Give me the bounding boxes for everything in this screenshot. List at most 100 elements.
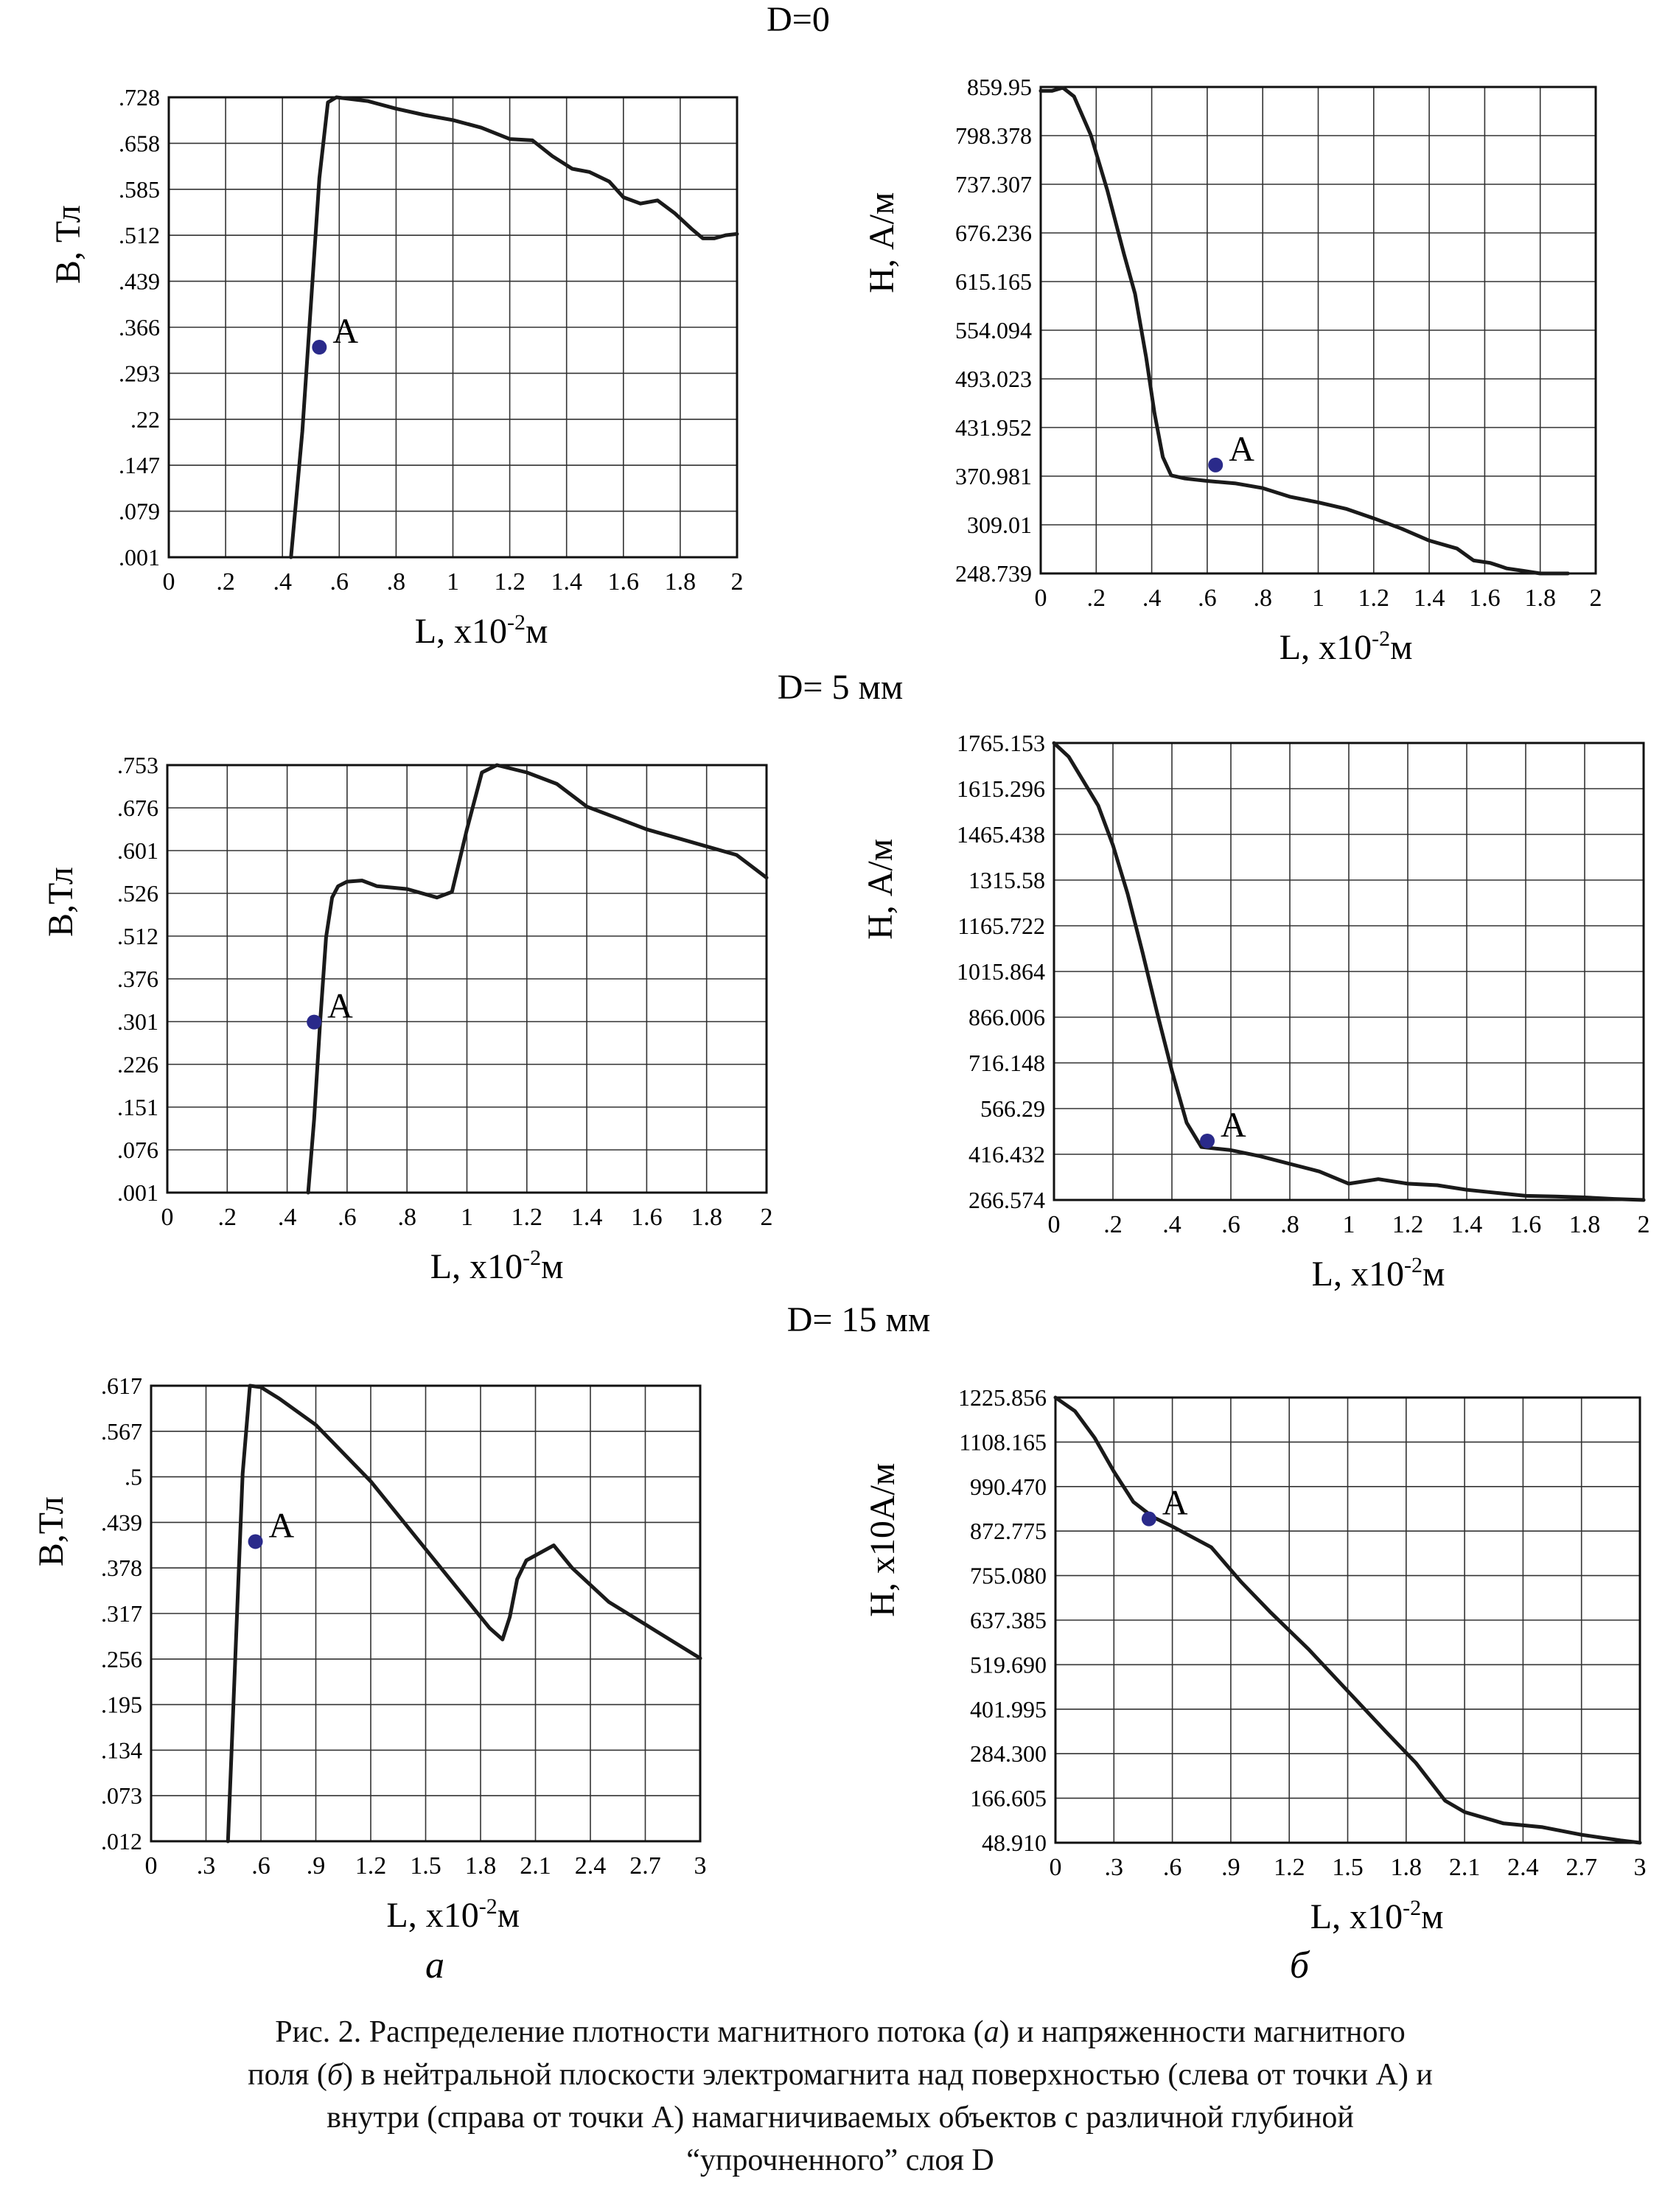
plot-frame bbox=[1054, 1396, 1641, 1844]
y-tick-label: 859.95 bbox=[967, 74, 1032, 100]
plot-frame bbox=[150, 1384, 702, 1843]
y-tick-label: 566.29 bbox=[980, 1095, 1045, 1122]
point-a-label: A bbox=[332, 312, 358, 351]
y-tick-label: .001 bbox=[119, 544, 160, 571]
x-tick-label: 1 bbox=[461, 1204, 473, 1231]
y-tick-label: 519.690 bbox=[970, 1651, 1047, 1678]
x-tick-label: 2.7 bbox=[1565, 1854, 1597, 1881]
x-tick-label: 2 bbox=[1590, 585, 1602, 612]
x-tick-label: .4 bbox=[1162, 1211, 1181, 1238]
x-tick-label: .8 bbox=[387, 568, 406, 596]
x-tick-label: 1 bbox=[447, 568, 459, 596]
x-tick-label: 1.5 bbox=[410, 1852, 441, 1880]
x-tick-label: 1.8 bbox=[665, 568, 697, 596]
y-tick-label: .301 bbox=[117, 1008, 158, 1035]
x-tick-label: 0 bbox=[1048, 1211, 1061, 1238]
x-tick-label: 3 bbox=[694, 1852, 707, 1880]
y-tick-label: 1165.722 bbox=[957, 913, 1045, 939]
x-tick-label: 0 bbox=[161, 1204, 174, 1231]
plot-frame bbox=[1053, 742, 1645, 1201]
chart-3: 0 .2 .4 .6 .8 1 1.2 1.4 1.6 1.8 2 .001 .076 .151 .226.… bbox=[41, 752, 773, 1286]
y-tick-label: 166.605 bbox=[970, 1785, 1047, 1812]
y-tick-label: 284.300 bbox=[970, 1740, 1047, 1767]
column-label-b: б bbox=[1290, 1944, 1310, 1986]
y-tick-label: 755.080 bbox=[970, 1563, 1047, 1589]
y-tick-label: 309.01 bbox=[967, 512, 1032, 538]
y-tick-label: .317 bbox=[101, 1600, 142, 1627]
x-tick-label: 2.4 bbox=[1507, 1854, 1539, 1881]
x-tick-label: 0 bbox=[1050, 1854, 1062, 1881]
point-a-label: A bbox=[1221, 1106, 1246, 1145]
point-a-label: A bbox=[1229, 430, 1254, 469]
y-tick-label: 416.432 bbox=[968, 1141, 1045, 1168]
y-tick-label: 554.094 bbox=[955, 317, 1032, 343]
y-tick-label: .079 bbox=[119, 498, 160, 525]
x-tick-label: 1.2 bbox=[512, 1204, 543, 1231]
x-tick-label: 1.6 bbox=[1469, 585, 1501, 612]
y-tick-label: .376 bbox=[117, 966, 158, 992]
x-axis-label: L, x10-2м bbox=[386, 1894, 520, 1935]
y-axis-label: H, А/м bbox=[862, 192, 901, 293]
y-tick-label: .226 bbox=[117, 1051, 158, 1078]
x-tick-label: 1.5 bbox=[1332, 1854, 1364, 1881]
y-tick-label: 1465.438 bbox=[957, 821, 1045, 848]
y-tick-label: .293 bbox=[119, 360, 160, 386]
x-tick-label: .2 bbox=[1103, 1211, 1123, 1238]
x-tick-label: .6 bbox=[338, 1204, 357, 1231]
chart-1: 0 .2 .4 .6 .8 1 1.2 1.4 1.6 1.8 2 .001 .079 .147 .22 .2… bbox=[49, 84, 744, 651]
x-tick-label: .3 bbox=[197, 1852, 216, 1880]
x-tick-label: .8 bbox=[1253, 585, 1272, 612]
series-line bbox=[289, 95, 739, 559]
x-tick-label: 1.2 bbox=[1392, 1211, 1424, 1238]
point-a-label: A bbox=[269, 1506, 295, 1545]
y-tick-label: .676 bbox=[117, 795, 158, 821]
x-tick-label: 1.8 bbox=[465, 1852, 497, 1880]
y-tick-label: .001 bbox=[117, 1179, 158, 1206]
x-tick-label: 1.2 bbox=[1358, 585, 1390, 612]
y-tick-label: .073 bbox=[101, 1782, 142, 1809]
x-tick-label: .2 bbox=[218, 1204, 237, 1231]
y-tick-label: 431.952 bbox=[955, 414, 1032, 441]
y-axis-label: H, x10А/м bbox=[863, 1463, 902, 1617]
x-tick-label: .8 bbox=[397, 1204, 416, 1231]
x-tick-label: 0 bbox=[145, 1852, 158, 1880]
x-tick-label: .6 bbox=[1163, 1854, 1182, 1881]
x-tick-label: .4 bbox=[273, 568, 292, 596]
y-tick-label: .378 bbox=[101, 1555, 142, 1581]
x-tick-label: .3 bbox=[1105, 1854, 1124, 1881]
x-tick-label: 2.1 bbox=[520, 1852, 551, 1880]
x-tick-label: 2.7 bbox=[629, 1852, 661, 1880]
chart-6: 0 .3 .6 .9 1.2 1.5 1.8 2.1 2.4 2.7 3 48.910 166.605 2… bbox=[863, 1384, 1647, 1936]
x-tick-label: 1.2 bbox=[494, 568, 526, 596]
x-tick-label: 2 bbox=[1638, 1211, 1650, 1238]
y-axis-label: B, Тл bbox=[49, 205, 88, 284]
series-line bbox=[226, 1384, 702, 1843]
y-tick-label: .366 bbox=[119, 314, 160, 341]
x-tick-label: 1 bbox=[1312, 585, 1324, 612]
y-axis-label: H, А/м bbox=[861, 839, 900, 940]
point-a-marker bbox=[248, 1534, 263, 1549]
section-title-d0: D=0 bbox=[767, 0, 830, 39]
y-tick-label: .567 bbox=[101, 1418, 142, 1445]
x-tick-label: .4 bbox=[278, 1204, 297, 1231]
x-tick-label: .8 bbox=[1280, 1211, 1299, 1238]
x-tick-label: .6 bbox=[1198, 585, 1217, 612]
y-tick-label: 401.995 bbox=[970, 1696, 1047, 1723]
section-title-d5: D= 5 мм bbox=[778, 668, 903, 707]
x-tick-label: 1.6 bbox=[1510, 1211, 1542, 1238]
x-tick-label: 0 bbox=[1035, 585, 1047, 612]
y-tick-label: 676.236 bbox=[955, 220, 1032, 246]
x-tick-label: 1.8 bbox=[691, 1204, 722, 1231]
x-tick-label: 1.4 bbox=[571, 1204, 603, 1231]
y-tick-label: 872.775 bbox=[970, 1518, 1047, 1544]
y-tick-label: 990.470 bbox=[970, 1473, 1047, 1500]
y-tick-label: 1015.864 bbox=[957, 958, 1045, 985]
y-tick-label: .22 bbox=[130, 406, 160, 433]
column-label-a: а bbox=[425, 1944, 444, 1986]
y-tick-label: .753 bbox=[117, 752, 158, 778]
point-a-label: A bbox=[327, 987, 353, 1026]
plot-frame bbox=[1039, 86, 1597, 575]
y-tick-label: 370.981 bbox=[955, 463, 1032, 489]
point-a-marker bbox=[1200, 1133, 1215, 1148]
